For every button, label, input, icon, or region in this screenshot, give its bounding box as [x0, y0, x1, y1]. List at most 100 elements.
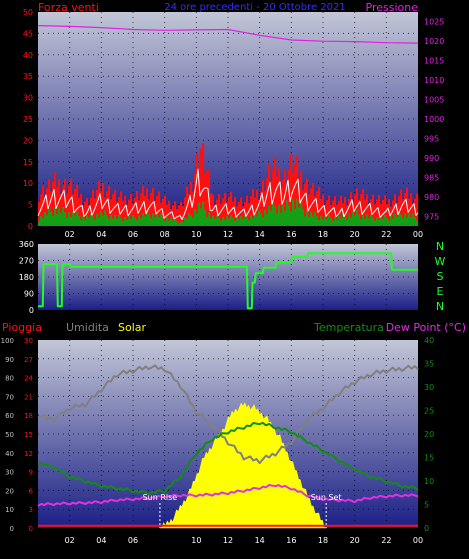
- wind-avg-bar: [182, 222, 185, 226]
- wind-avg-bar: [138, 215, 141, 226]
- wind-avg-bar: [250, 215, 253, 226]
- rain-tick-label: 24: [24, 375, 33, 383]
- wind-max-bar: [192, 191, 195, 226]
- wind-max-bar: [138, 200, 141, 226]
- wind-max-bar: [152, 187, 155, 226]
- wind-max-bar: [40, 194, 43, 226]
- x-tick-label: 06: [128, 230, 138, 239]
- wind-avg-bar: [388, 220, 391, 226]
- wind-max-bar: [174, 201, 177, 226]
- direction-axes: 360 270 180 90 0: [19, 240, 34, 315]
- wind-avg-bar: [208, 212, 211, 226]
- wind-max-bar: [250, 196, 253, 226]
- temperature-tick-label: 20: [424, 430, 434, 439]
- wind-max-bar: [322, 194, 325, 226]
- wind-avg-bar: [248, 220, 251, 226]
- wind-max-bar: [376, 199, 379, 226]
- humidity-label: Umidita: [66, 321, 109, 334]
- wind-avg-bar: [370, 214, 373, 226]
- wind-max-bar: [222, 198, 225, 226]
- wind-max-bar: [314, 196, 317, 226]
- wind-max-bar: [202, 143, 205, 226]
- wind-max-bar: [380, 204, 383, 226]
- wind-avg-bar: [326, 218, 329, 226]
- humidity-tick-label: 0: [10, 525, 14, 533]
- wind-pressure-grid: [38, 12, 418, 226]
- wind-avg-bar: [154, 217, 157, 226]
- wind-max-bar: [98, 180, 101, 226]
- y-right-tick-label: 1005: [424, 96, 444, 105]
- y-right-tick-label: 1010: [424, 76, 444, 85]
- wind-avg-bar: [386, 217, 389, 226]
- wind-avg-bar: [324, 216, 327, 226]
- rain-tick-label: 6: [29, 487, 34, 495]
- wind-avg-bar: [236, 217, 239, 226]
- wind-max-bar: [142, 185, 145, 226]
- y-right-tick-label: 985: [424, 173, 439, 182]
- temp-humidity-panel: Sun Rise Sun Set 010203040506070809010003…: [1, 321, 466, 545]
- wind-avg-bar: [70, 216, 73, 226]
- wind-max-bar: [296, 155, 299, 226]
- wind-avg-bar: [72, 211, 75, 226]
- wind-max-bar: [158, 191, 161, 226]
- wind-avg-bar: [196, 213, 199, 226]
- wind-max-bar: [44, 196, 47, 226]
- wind-avg-bar: [332, 220, 335, 226]
- wind-avg-bar: [94, 219, 97, 226]
- wind-max-bar: [116, 201, 119, 226]
- wind-max-bar: [102, 183, 105, 226]
- wind-max-bar: [272, 169, 275, 226]
- wind-avg-bar: [118, 215, 121, 226]
- y-left-tick-label: 5: [28, 201, 33, 210]
- x-tick-label: 18: [318, 230, 328, 239]
- wind-max-bar: [130, 194, 133, 226]
- y-right-tick-label: 975: [424, 212, 439, 221]
- rain-tick-label: 15: [24, 431, 33, 439]
- wind-avg-bar: [300, 199, 303, 226]
- compass-label: W: [435, 255, 446, 268]
- x-tick-label: 16: [286, 536, 296, 545]
- wind-avg-bar: [140, 218, 143, 226]
- wind-avg-bar: [62, 206, 65, 226]
- wind-avg-bar: [194, 209, 197, 226]
- wind-max-bar: [214, 205, 217, 226]
- wind-max-bar: [252, 188, 255, 226]
- rain-tick-label: 27: [24, 356, 33, 364]
- wind-avg-bar: [144, 216, 147, 226]
- wind-avg-bar: [168, 220, 171, 226]
- y-left-tick-label: 10: [23, 179, 33, 188]
- y-tick-label: 90: [24, 290, 34, 299]
- wind-max-bar: [94, 198, 97, 226]
- y-left-tick-label: 35: [23, 72, 33, 81]
- wind-avg-bar: [258, 210, 261, 226]
- wind-max-bar: [326, 200, 329, 226]
- rain-tick-label: 12: [24, 450, 33, 458]
- wind-avg-bar: [416, 220, 419, 226]
- wind-avg-bar: [360, 219, 363, 226]
- wind-max-bar: [324, 205, 327, 226]
- y-tick-label: 360: [19, 240, 34, 249]
- x-tick-label: 20: [350, 230, 360, 239]
- wind-avg-bar: [172, 220, 175, 226]
- wind-avg-bar: [350, 217, 353, 226]
- temperature-tick-label: 0: [424, 524, 429, 533]
- wind-avg-bar: [240, 216, 243, 226]
- wind-avg-bar: [320, 216, 323, 226]
- wind-avg-bar: [336, 219, 339, 226]
- wind-max-bar: [66, 193, 69, 226]
- wind-avg-bar: [174, 218, 177, 226]
- temp-humidity-axes: 0102030405060708090100036912151821242730…: [1, 336, 435, 545]
- wind-max-bar: [114, 189, 117, 226]
- wind-avg-bar: [340, 218, 343, 226]
- wind-max-bar: [270, 181, 273, 226]
- wind-avg-bar: [180, 221, 183, 226]
- x-tick-label: 16: [286, 230, 296, 239]
- wind-avg-bar: [42, 218, 45, 226]
- humidity-tick-label: 100: [1, 337, 14, 345]
- wind-avg-bar: [356, 210, 359, 226]
- x-tick-label: 18: [318, 536, 328, 545]
- y-right-tick-label: 1000: [424, 115, 444, 124]
- wind-avg-bar: [406, 217, 409, 226]
- wind-max-bar: [396, 203, 399, 226]
